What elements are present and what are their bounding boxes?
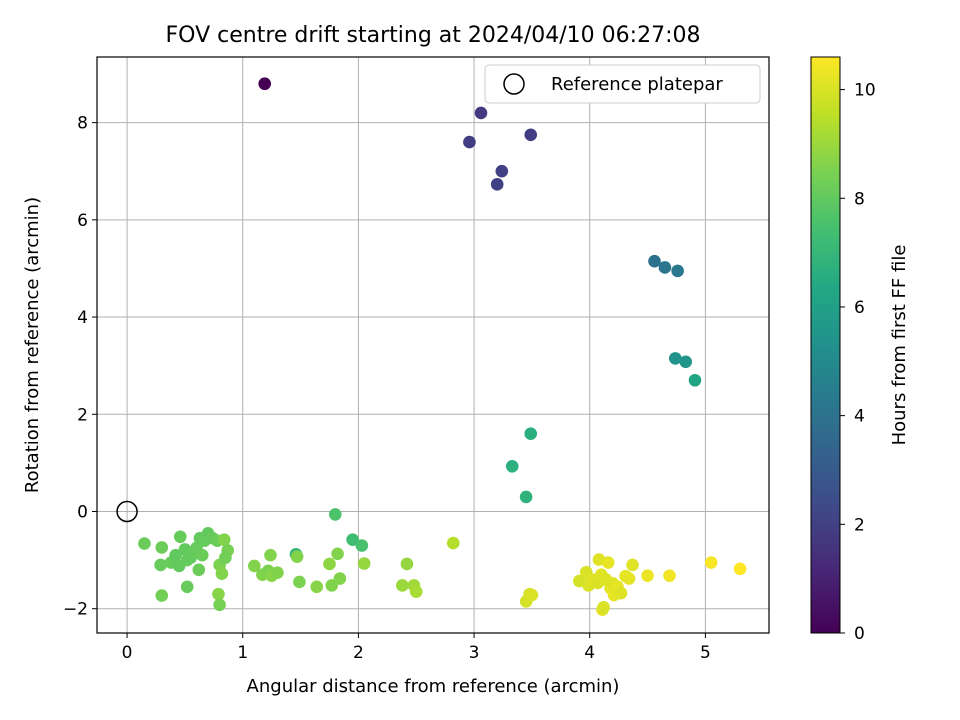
data-point	[463, 135, 476, 149]
x-axis-ticks: 0 1 2 3 4 5	[122, 633, 711, 663]
data-point	[671, 264, 684, 278]
x-tick-label: 0	[122, 643, 133, 663]
data-point	[490, 178, 504, 191]
data-point	[293, 575, 306, 589]
data-point	[626, 558, 639, 572]
data-point	[217, 533, 231, 546]
data-point	[328, 508, 342, 521]
data-point	[614, 586, 628, 600]
data-point	[622, 572, 636, 585]
plot-frame	[96, 56, 770, 634]
data-point	[446, 536, 460, 550]
data-points	[138, 77, 747, 616]
y-tick-label: 6	[77, 211, 88, 231]
data-point	[333, 572, 347, 585]
colorbar	[810, 56, 841, 634]
data-point	[271, 566, 284, 580]
data-point	[310, 580, 324, 594]
data-point	[212, 587, 225, 601]
legend-entry: Reference platepar	[551, 74, 723, 95]
x-tick-label: 3	[469, 643, 480, 663]
data-point	[355, 539, 369, 552]
data-point	[597, 600, 610, 614]
data-point	[195, 548, 209, 562]
data-point	[155, 541, 169, 554]
colorbar-tick-label: 6	[854, 298, 865, 318]
data-point	[154, 558, 167, 572]
data-point	[688, 373, 702, 387]
data-point	[505, 459, 519, 473]
colorbar-tick-label: 0	[854, 624, 865, 644]
legend-marker	[503, 73, 525, 95]
y-axis-label: Rotation from reference (arcmin)	[22, 197, 43, 493]
reference-marker-group	[116, 500, 138, 523]
data-point	[331, 547, 344, 561]
data-point	[219, 551, 232, 564]
chart-title: FOV centre drift starting at 2024/04/10 …	[166, 23, 701, 48]
data-point	[215, 567, 229, 580]
data-point	[155, 589, 169, 602]
data-point	[323, 557, 336, 571]
x-tick-label: 1	[237, 643, 248, 663]
data-point	[192, 563, 206, 577]
x-tick-label: 4	[584, 643, 595, 663]
data-point	[519, 490, 533, 504]
data-point	[641, 569, 654, 582]
colorbar-tick-label: 10	[854, 81, 876, 101]
data-point	[474, 106, 488, 120]
data-point	[524, 128, 538, 142]
data-point	[173, 530, 187, 544]
data-point	[169, 548, 182, 562]
data-point	[663, 569, 676, 582]
data-point	[138, 537, 151, 550]
data-point	[409, 585, 423, 598]
colorbar-label: Hours from first FF file	[889, 245, 910, 446]
colorbar-tick-label: 2	[854, 515, 865, 535]
legend: Reference platepar	[484, 64, 761, 104]
data-point	[357, 557, 371, 570]
data-point	[495, 164, 509, 178]
grid	[97, 57, 769, 633]
x-tick-label: 5	[700, 643, 711, 663]
colorbar-ticks: 0 2 4 6 8 10	[840, 81, 876, 644]
legend-box	[484, 64, 761, 104]
data-point	[601, 556, 615, 569]
colorbar-tick-label: 4	[854, 407, 865, 427]
data-point	[264, 548, 277, 562]
data-point	[679, 355, 693, 369]
y-tick-label: 8	[77, 114, 88, 134]
data-point	[180, 580, 194, 594]
data-point	[658, 261, 672, 274]
data-point	[248, 559, 261, 573]
y-tick-label: 4	[77, 308, 88, 328]
data-point	[733, 562, 747, 576]
data-point	[400, 557, 414, 571]
data-point	[258, 77, 272, 91]
data-point	[396, 579, 409, 592]
data-point	[213, 598, 226, 612]
data-point	[669, 352, 682, 365]
data-point	[524, 427, 538, 441]
y-tick-label: 2	[77, 405, 88, 425]
data-point	[290, 550, 304, 563]
reference-point-marker	[116, 500, 138, 523]
data-point	[704, 556, 718, 569]
y-axis-ticks: −2 0 2 4 6 8	[63, 114, 97, 620]
y-tick-label: −2	[63, 600, 88, 620]
data-point	[648, 254, 661, 268]
x-tick-label: 2	[353, 643, 364, 663]
data-point	[346, 533, 359, 546]
colorbar-tick-label: 8	[854, 189, 865, 209]
x-axis-label: Angular distance from reference (arcmin)	[247, 676, 620, 697]
data-point	[525, 588, 539, 602]
y-tick-label: 0	[77, 502, 88, 522]
